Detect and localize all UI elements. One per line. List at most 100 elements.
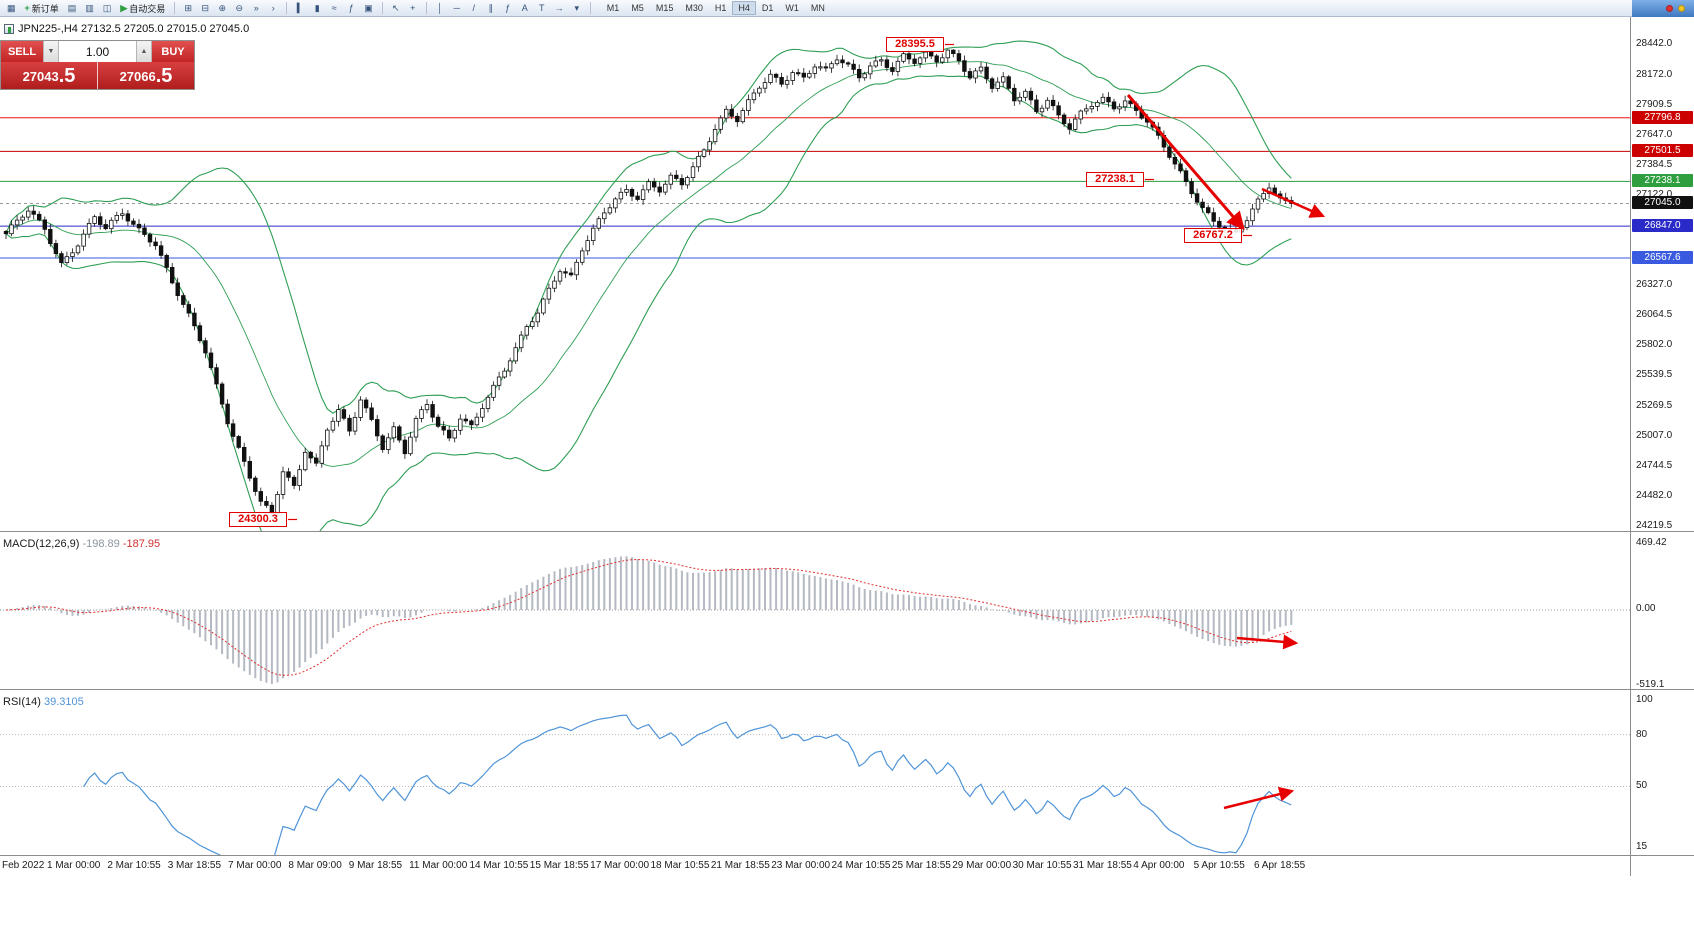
timeframe-button-h4[interactable]: H4 <box>732 1 756 15</box>
rsi-chart[interactable] <box>0 690 1630 866</box>
time-axis-label: 6 Apr 18:55 <box>1254 860 1306 871</box>
cursor-icon[interactable]: ↖ <box>388 1 404 16</box>
auto-scroll-icon[interactable]: » <box>248 1 264 16</box>
cascade-windows-icon-glyph: ⊟ <box>201 2 210 13</box>
arrow-tool-icon-glyph: → <box>554 2 564 13</box>
label-icon[interactable]: T <box>534 1 550 16</box>
time-axis-label: 11 Mar 00:00 <box>409 860 468 871</box>
market-watch-icon[interactable]: ▤ <box>64 1 81 16</box>
time-axis-label: 29 Mar 00:00 <box>952 860 1012 871</box>
time-axis-label: 21 Mar 18:55 <box>710 860 770 871</box>
indicators-icon[interactable]: ƒ <box>343 1 359 16</box>
channel-icon[interactable]: ∥ <box>483 1 499 16</box>
timeframe-button-m1[interactable]: M1 <box>606 3 620 13</box>
arrow-tool-icon[interactable]: → <box>551 1 568 16</box>
sell-price-int: 27043 <box>22 69 59 84</box>
vertical-line-icon[interactable]: │ <box>432 1 448 16</box>
zoom-out-icon-glyph: ⊖ <box>235 2 244 13</box>
chart-title: JPN225-,H4 27132.5 27205.0 27015.0 27045… <box>4 23 249 35</box>
timeframe-button-m15[interactable]: M15 <box>655 3 674 13</box>
new-order-button-glyph: + <box>24 2 30 13</box>
price-axis-label: 27122.0 <box>1636 188 1673 200</box>
price-axis: 28442.0 28172.0 27909.5 27647.0 27384.5 27122… <box>1630 17 1694 531</box>
auto-trading-button[interactable]: ▶ 自动交易 <box>116 1 169 16</box>
navigator-icon[interactable]: ◫ <box>99 1 116 16</box>
price-axis-label: 27909.5 <box>1636 98 1673 110</box>
horizontal-lines[interactable] <box>0 117 1630 259</box>
text-icon[interactable]: A <box>517 1 533 16</box>
cascade-windows-icon[interactable]: ⊟ <box>197 1 213 16</box>
buy-button[interactable]: BUY <box>152 41 194 62</box>
line-chart-icon[interactable]: ≈ <box>326 1 342 16</box>
price-callout-24300.3: 24300.3 <box>229 512 287 527</box>
time-axis-label: 14 Mar 10:55 <box>469 860 529 871</box>
timeframe-button-mn[interactable]: MN <box>810 3 825 13</box>
fibonacci-icon-glyph: ƒ <box>505 2 511 13</box>
candlestick-chart-icon-glyph: ▮ <box>314 2 320 13</box>
crosshair-icon[interactable]: + <box>405 1 421 16</box>
auto-trading-button-label: 自动交易 <box>129 3 166 14</box>
status-dot-yellow <box>1678 5 1685 12</box>
time-axis-label: 9 Mar 18:55 <box>348 860 403 871</box>
macd-axis-label: 469.42 <box>1636 537 1667 548</box>
rsi-name: RSI(14) <box>3 696 41 708</box>
timeframe-button-h1[interactable]: H1 <box>714 3 727 13</box>
auto-trading-button-glyph: ▶ <box>120 2 128 13</box>
volume-input[interactable] <box>59 41 136 62</box>
timeframe-toolbar: M1 M5 M15 M30 H1 H4 D1 W1 MN <box>601 1 831 15</box>
price-chart[interactable] <box>0 17 1630 563</box>
label-icon-glyph: T <box>539 2 545 13</box>
bar-chart-icon-glyph: ▍ <box>296 2 304 13</box>
timeframe-button-m5[interactable]: M5 <box>631 3 644 13</box>
bar-chart-icon[interactable]: ▍ <box>292 1 308 16</box>
rsi-axis-label: 50 <box>1636 780 1648 792</box>
trend-arrows[interactable] <box>1126 94 1326 231</box>
timeframe-button-m30[interactable]: M30 <box>685 3 703 13</box>
timeframe-button-w1[interactable]: W1 <box>785 3 799 13</box>
chart-shift-icon[interactable]: › <box>265 1 281 16</box>
chart-shift-icon-glyph: › <box>271 2 275 13</box>
horizontal-line-icon[interactable]: ─ <box>449 1 465 16</box>
buy-price-display[interactable]: 27066.5 <box>97 62 194 89</box>
toolbar-button-groups: ▦ + 新订单 ▤ ▥ ◫ ▶ 自动交易 ⊞ ⊟ ⊕ ⊖» › ▍ ▮ ≈ ƒ ▣ ↖ + │ ─ / ∥ ƒ A T → ▾ <box>3 1 595 16</box>
toolbar-separator <box>589 2 591 14</box>
rsi-label: RSI(14) 39.3105 <box>3 696 84 708</box>
candlestick-chart-icon[interactable]: ▮ <box>309 1 325 16</box>
text-icon-glyph: A <box>521 2 528 13</box>
market-watch-icon-glyph: ▤ <box>67 2 77 13</box>
macd-chart[interactable] <box>0 532 1630 694</box>
templates-icon[interactable]: ▣ <box>360 1 377 16</box>
callout-ticks <box>288 43 1252 521</box>
volume-decrease-button[interactable]: ▼ <box>43 41 59 62</box>
fibonacci-icon[interactable]: ƒ <box>500 1 516 16</box>
sell-button[interactable]: SELL <box>1 41 43 62</box>
new-order-button[interactable]: + 新订单 <box>21 1 63 16</box>
time-axis-label: 15 Mar 18:55 <box>529 860 589 871</box>
trendline-icon-glyph: / <box>472 2 476 13</box>
tile-windows-icon[interactable]: ⊞ <box>180 1 196 16</box>
candlesticks <box>3 49 1294 518</box>
rsi-axis: 100 80 50 15 <box>1630 690 1694 855</box>
macd-axis-label: -519.1 <box>1636 679 1665 690</box>
volume-increase-button[interactable]: ▲ <box>136 41 152 62</box>
price-callout-27238.1: 27238.1 <box>1086 172 1144 187</box>
time-axis-label: 24 Mar 10:55 <box>831 860 891 871</box>
zoom-in-icon[interactable]: ⊕ <box>214 1 230 16</box>
rsi-arrow[interactable] <box>1223 786 1295 810</box>
rsi-panel: RSI(14) 39.3105 100 80 50 15 <box>0 689 1694 866</box>
sell-price-display[interactable]: 27043.5 <box>1 62 97 89</box>
timeframe-button-d1[interactable]: D1 <box>761 3 774 13</box>
new-chart-icon[interactable]: ▦ <box>3 1 20 16</box>
time-axis-label: 17 Mar 00:00 <box>590 860 650 871</box>
time-axis-corner <box>1630 856 1694 876</box>
data-window-icon[interactable]: ▥ <box>81 1 98 16</box>
zoom-out-icon[interactable]: ⊖ <box>231 1 247 16</box>
main-chart-svg <box>0 40 1630 563</box>
trendline-icon[interactable]: / <box>466 1 482 16</box>
time-axis-label: 1 Mar 00:00 <box>47 860 101 871</box>
time-axis-label: 5 Apr 10:55 <box>1193 860 1245 871</box>
price-tag-26847.0: 26847.0 <box>1632 219 1693 233</box>
shapes-dropdown-icon[interactable]: ▾ <box>569 1 585 16</box>
macd-arrow[interactable] <box>1236 634 1299 650</box>
macd-label: MACD(12,26,9) -198.89 -187.95 <box>3 538 160 550</box>
